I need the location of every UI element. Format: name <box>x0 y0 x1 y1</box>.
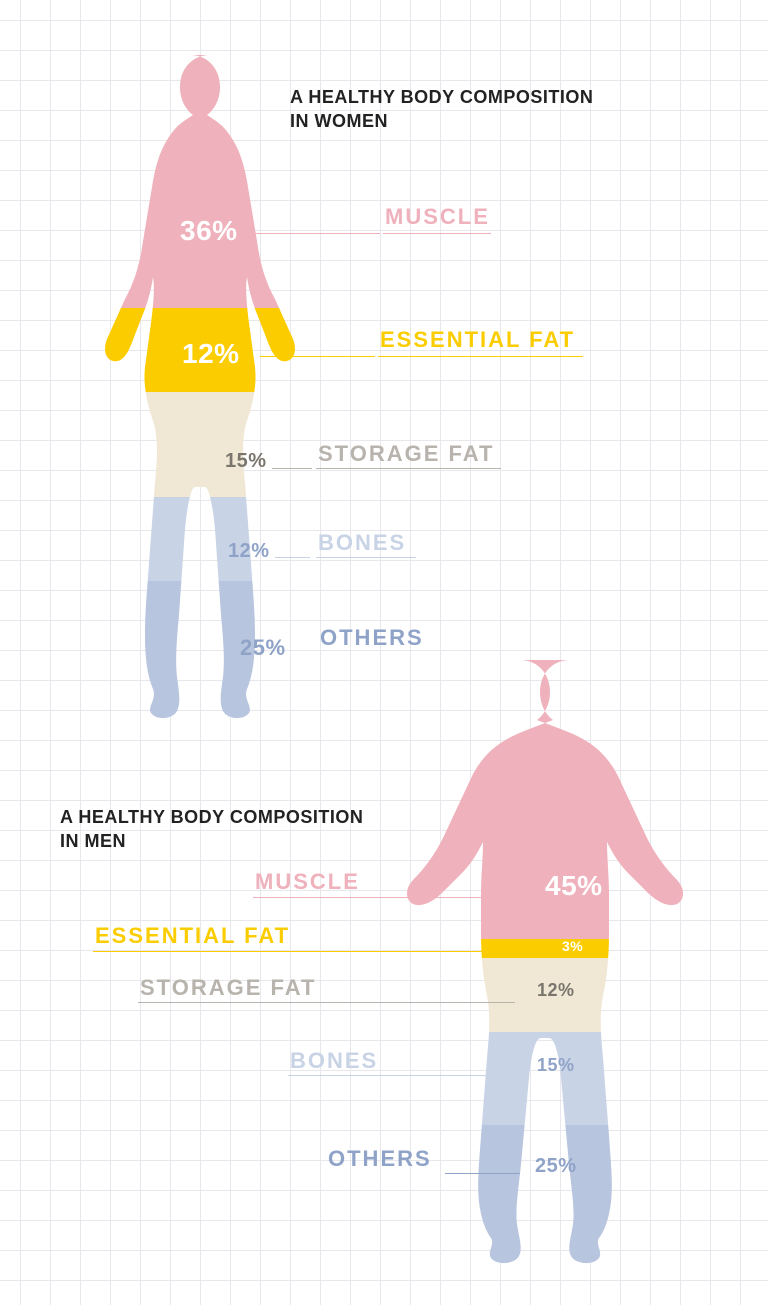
men-storage-leader <box>320 1002 515 1003</box>
men-bones-underline <box>288 1075 385 1076</box>
men-storage-label: STORAGE FAT <box>140 975 316 1001</box>
women-storage-underline <box>316 468 501 469</box>
men-others-label: OTHERS <box>328 1146 432 1172</box>
men-essential-pct: 3% <box>562 938 583 954</box>
women-bones-leader <box>275 557 310 558</box>
women-muscle-label: MUSCLE <box>385 204 490 230</box>
men-muscle-pct: 45% <box>545 870 603 902</box>
women-essential-leader <box>260 356 375 357</box>
men-essential-label: ESSENTIAL FAT <box>95 923 290 949</box>
women-muscle-underline <box>383 233 491 234</box>
men-bones-pct: 15% <box>537 1055 575 1076</box>
women-storage-pct: 15% <box>225 450 267 473</box>
women-muscle-pct: 36% <box>180 215 238 247</box>
women-others-pct: 25% <box>240 635 286 661</box>
men-muscle-label: MUSCLE <box>255 869 360 895</box>
men-storage-underline <box>138 1002 320 1003</box>
men-muscle-underline <box>253 897 360 898</box>
men-bones-leader <box>385 1075 520 1076</box>
women-storage-label: STORAGE FAT <box>318 441 494 467</box>
men-title: A HEALTHY BODY COMPOSITIONIN MEN <box>60 805 363 854</box>
women-essential-underline <box>378 356 583 357</box>
men-essential-leader <box>295 951 495 952</box>
women-essential-pct: 12% <box>182 338 240 370</box>
men-muscle-leader <box>360 897 500 898</box>
men-storage-pct: 12% <box>537 980 575 1001</box>
men-others-pct: 25% <box>535 1155 577 1178</box>
men-essential-underline <box>93 951 295 952</box>
women-bones-underline <box>316 557 416 558</box>
women-others-label: OTHERS <box>320 625 424 651</box>
men-bones-label: BONES <box>290 1048 378 1074</box>
men-others-leader <box>445 1173 520 1174</box>
women-bones-label: BONES <box>318 530 406 556</box>
women-bones-pct: 12% <box>228 540 270 563</box>
women-muscle-leader <box>250 233 380 234</box>
women-figure <box>80 55 340 755</box>
men-figure <box>405 660 735 1280</box>
women-storage-leader <box>272 468 312 469</box>
women-essential-label: ESSENTIAL FAT <box>380 327 575 353</box>
